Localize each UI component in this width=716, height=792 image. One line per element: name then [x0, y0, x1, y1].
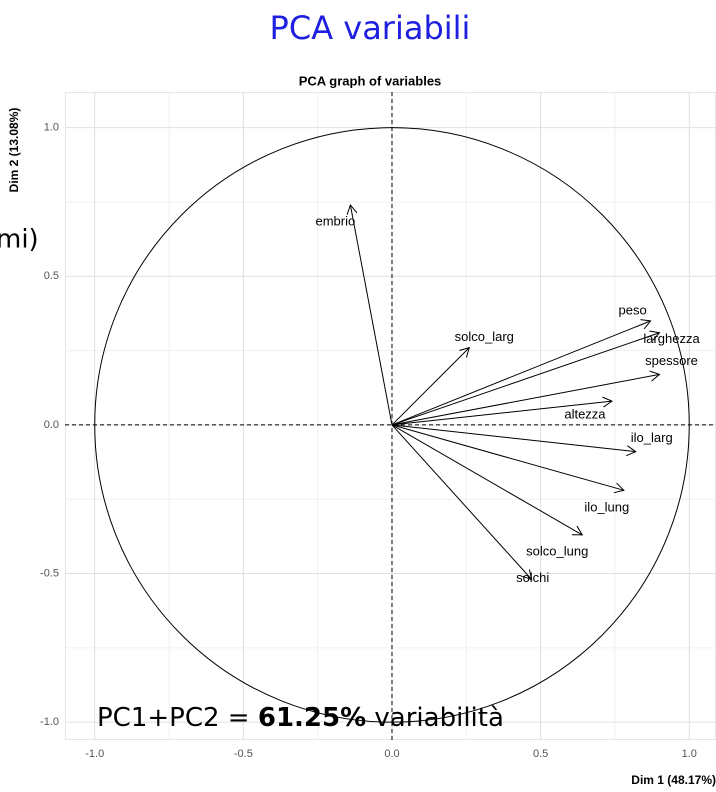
panel: embrio solco_larg peso larghezza spessore alt… [65, 92, 716, 740]
y-tick-label: 0.5 [44, 270, 59, 282]
x-tick-label: -0.5 [234, 748, 253, 760]
variable-label: solco_larg [455, 329, 514, 344]
variable-label: solchi [516, 570, 549, 585]
variable-arrow [391, 424, 533, 581]
x-axis-label: Dim 1 (48.17%) [631, 773, 716, 787]
variable-label: peso [619, 302, 647, 317]
annotation-prefix: PC1+PC2 = [97, 703, 250, 733]
y-tick-label: -0.5 [40, 567, 59, 579]
annotation: PC1+PC2 = 61.25% variabilità [97, 703, 504, 733]
variable-arrow [346, 203, 393, 426]
slide-fragment: mi) [0, 225, 39, 255]
variable-label: ilo_lung [584, 500, 629, 515]
variable-arrow [391, 424, 625, 494]
variable-label: ilo_larg [631, 430, 673, 445]
variable-label: embrio [315, 213, 355, 228]
variable-label: spessore [645, 353, 698, 368]
variable-arrow [391, 424, 637, 457]
annotation-suffix: variabilità [374, 703, 503, 733]
slide-title: PCA variabili [270, 9, 471, 47]
x-tick-label: 0.0 [384, 748, 399, 760]
variable-arrow [391, 319, 652, 426]
variable-arrow [391, 424, 584, 536]
y-tick-label: -1.0 [40, 716, 59, 728]
variable-label: altezza [564, 407, 606, 422]
annotation-highlight: 61.25% [258, 703, 366, 733]
variable-arrow [391, 370, 661, 426]
variable-label: solco_lung [526, 543, 588, 558]
y-axis-label: Dim 2 (13.08%) [7, 108, 21, 193]
y-tick-label: 1.0 [44, 122, 59, 134]
variable-arrow [391, 396, 613, 426]
variable-arrow [391, 330, 661, 426]
correlation-circle [94, 127, 690, 723]
variable-arrow [391, 346, 471, 426]
plot-area: embrio solco_larg peso larghezza spessore alt… [40, 92, 716, 760]
variable-label: larghezza [643, 331, 700, 346]
x-tick-label: 1.0 [682, 748, 697, 760]
x-tick-label: -1.0 [85, 748, 104, 760]
chart-title: PCA graph of variables [299, 73, 442, 88]
x-tick-label: 0.5 [533, 748, 548, 760]
y-tick-label: 0.0 [44, 419, 59, 431]
